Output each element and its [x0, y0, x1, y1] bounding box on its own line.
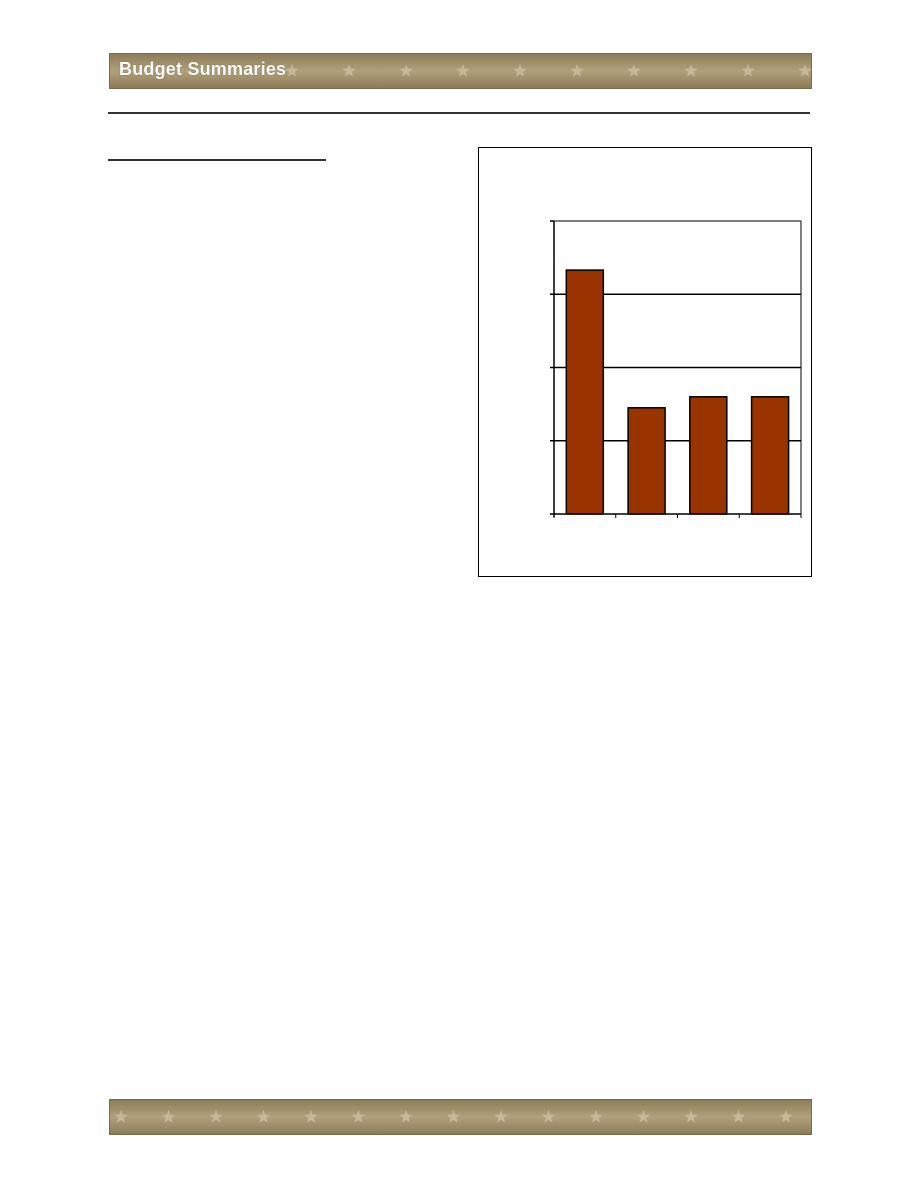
- star-icon: [494, 1110, 508, 1123]
- bar-1: [565, 269, 605, 515]
- star-icon: [351, 1110, 366, 1123]
- star-icon: [446, 1110, 461, 1123]
- star-pattern-bottom: [114, 1110, 793, 1123]
- page-title: Budget Summaries: [119, 59, 287, 79]
- footer-banner: [109, 1099, 812, 1135]
- star-icon: [589, 1110, 603, 1123]
- star-icon: [627, 64, 641, 77]
- header-banner: Budget Summaries: [109, 53, 812, 89]
- star-icon: [161, 1110, 176, 1123]
- section-underline: [108, 159, 326, 161]
- star-icon: [304, 1110, 318, 1123]
- star-icon: [209, 1110, 223, 1123]
- star-icon: [541, 1110, 556, 1123]
- star-icon: [256, 1110, 271, 1123]
- star-icon: [456, 64, 470, 77]
- bar-chart-canvas: [550, 220, 802, 518]
- budget-chart: [478, 147, 812, 577]
- bar-4: [750, 396, 790, 515]
- star-icon: [399, 64, 413, 77]
- header-divider: [108, 112, 810, 114]
- star-icon: [513, 64, 527, 77]
- star-icon: [741, 64, 755, 77]
- star-icon: [114, 1110, 128, 1123]
- star-icon: [731, 1110, 746, 1123]
- bar-3: [689, 396, 728, 515]
- star-icon: [285, 64, 299, 77]
- star-icon: [342, 64, 356, 77]
- star-pattern-top: [285, 64, 812, 77]
- star-icon: [399, 1110, 413, 1123]
- star-icon: [636, 1110, 651, 1123]
- bar-2: [627, 407, 666, 515]
- star-icon: [779, 1110, 793, 1123]
- star-icon: [684, 1110, 698, 1123]
- star-icon: [570, 64, 584, 77]
- star-icon: [798, 64, 812, 77]
- star-icon: [684, 64, 698, 77]
